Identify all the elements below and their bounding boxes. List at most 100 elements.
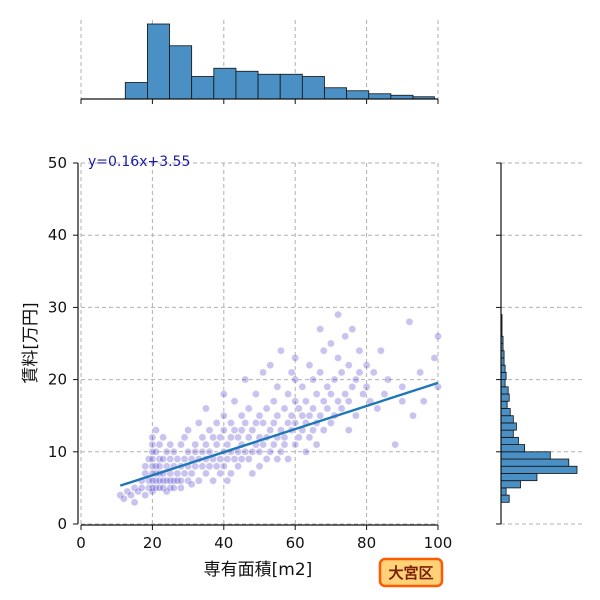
right-hist-bar [500, 379, 506, 388]
data-point [184, 426, 192, 435]
y-tick-label: 50 [48, 154, 67, 172]
data-point [212, 440, 221, 449]
data-point [244, 455, 253, 463]
data-point [252, 390, 260, 398]
data-point [237, 455, 246, 463]
top-hist-bar [324, 87, 348, 100]
data-point [219, 390, 228, 398]
data-point [291, 419, 300, 427]
data-point [298, 382, 307, 391]
data-point [391, 440, 400, 449]
right-hist-bar [500, 422, 517, 431]
x-tick-label: 0 [76, 534, 86, 552]
data-point [348, 382, 357, 391]
data-point [355, 346, 364, 355]
data-point [319, 346, 328, 355]
main-grid [80, 162, 439, 525]
data-point [237, 411, 246, 420]
data-point [234, 433, 242, 442]
right-hist-bar [500, 473, 538, 482]
data-point [255, 411, 264, 420]
data-point [262, 455, 271, 463]
data-point [337, 368, 346, 377]
data-point [266, 426, 275, 435]
data-point [216, 433, 225, 442]
right-hist-bar [500, 386, 509, 395]
top-histogram [80, 20, 439, 104]
data-point [316, 411, 325, 420]
top-hist-bar [191, 76, 215, 100]
y-tick-label: 0 [57, 515, 67, 533]
data-point [230, 397, 239, 406]
data-point [398, 382, 407, 391]
data-point [130, 498, 139, 507]
data-point [309, 426, 317, 435]
data-point [159, 433, 168, 442]
data-point [266, 447, 275, 456]
data-point [273, 455, 282, 463]
right-hist-bar [500, 408, 511, 417]
y-tick-label: 30 [48, 298, 67, 316]
data-point [141, 462, 150, 471]
data-point [198, 433, 207, 442]
data-point [302, 447, 310, 456]
data-point [323, 382, 332, 391]
data-point [344, 397, 353, 406]
data-point [334, 310, 342, 319]
top-hist-bar [124, 82, 148, 100]
data-point [237, 426, 246, 435]
data-point [219, 462, 228, 471]
data-point [177, 476, 185, 485]
data-point [148, 440, 157, 449]
data-point [244, 404, 253, 413]
top-hist-bar [147, 23, 170, 100]
data-point [227, 469, 235, 478]
data-point [405, 317, 414, 326]
data-point [344, 361, 353, 370]
ward-badge-box [378, 557, 444, 588]
data-point [180, 433, 189, 442]
data-point [326, 419, 335, 427]
data-point [351, 411, 360, 420]
right-hist-bar [500, 364, 506, 373]
right-hist-bar [500, 429, 514, 438]
top-hist-bar [235, 70, 259, 100]
data-point [344, 426, 353, 435]
data-point [287, 411, 296, 420]
data-point [373, 404, 382, 413]
data-point [187, 469, 196, 478]
data-point [219, 426, 228, 435]
data-point [148, 433, 157, 442]
data-point [330, 375, 339, 384]
data-point [248, 447, 257, 456]
data-point [419, 397, 428, 406]
top-hist-bar [213, 67, 237, 100]
main-axes: 0 20 40 60 80 100 0 10 20 30 40 50 [48, 154, 452, 552]
data-point [302, 397, 310, 406]
data-point [384, 375, 392, 384]
data-point [191, 447, 200, 456]
data-point [326, 339, 335, 348]
data-point [269, 397, 278, 406]
data-point [230, 426, 239, 435]
right-hist-bar [500, 371, 507, 381]
data-point [180, 455, 189, 463]
data-point [155, 462, 164, 471]
right-histogram [496, 162, 582, 525]
data-point [298, 411, 307, 420]
data-point [269, 419, 278, 427]
data-point [159, 455, 168, 463]
top-hist-bar [279, 73, 303, 100]
data-point [166, 440, 175, 449]
data-point [119, 494, 128, 503]
data-point [334, 354, 342, 362]
data-point [212, 419, 221, 427]
right-hist-bar [500, 494, 510, 503]
data-point [280, 433, 289, 442]
data-point [223, 440, 232, 449]
data-point [284, 455, 292, 463]
data-point [291, 397, 300, 406]
data-point [198, 462, 207, 471]
data-point [187, 480, 196, 489]
